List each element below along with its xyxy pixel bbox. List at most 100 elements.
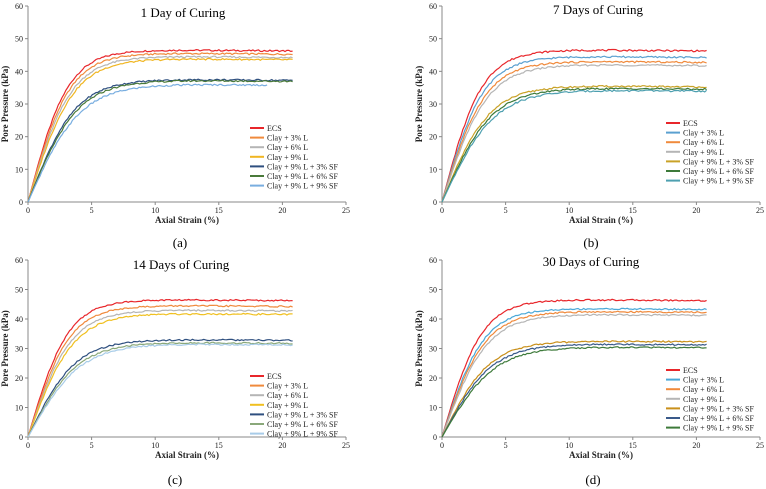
- x-tick-label: 25: [756, 206, 764, 215]
- x-tick-label: 5: [90, 441, 94, 450]
- legend-entry: Clay + 9% L + 9% SF: [267, 182, 339, 191]
- x-axis-label: Axial Strain (%): [569, 450, 633, 460]
- legend-entry: Clay + 9% L + 9% SF: [683, 424, 755, 433]
- legend-entry: ECS: [267, 372, 282, 381]
- y-tick-label: 20: [429, 374, 437, 383]
- legend-entry: Clay + 3% L: [267, 134, 308, 143]
- y-tick-label: 30: [15, 100, 23, 109]
- y-tick-label: 10: [429, 404, 437, 413]
- legend-entry: Clay + 9% L + 3% SF: [683, 157, 755, 166]
- series-line: [441, 48, 707, 203]
- series-line: [27, 338, 293, 438]
- series-line: [27, 78, 293, 203]
- y-tick-label: 10: [429, 165, 437, 174]
- panel-caption: (d): [585, 472, 600, 487]
- legend-entry: Clay + 9% L: [683, 395, 724, 404]
- legend-entry: ECS: [683, 119, 698, 128]
- y-tick-label: 50: [15, 35, 23, 44]
- legend-entry: Clay + 6% L: [683, 138, 724, 147]
- legend-entry: ECS: [267, 124, 282, 133]
- y-tick-label: 0: [19, 198, 23, 207]
- legend-entry: Clay + 3% L: [683, 376, 724, 385]
- series-line: [27, 83, 268, 203]
- chart-title: 7 Days of Curing: [553, 2, 643, 17]
- chart-panel-2: 7 Days of Curing 0 10 20 30 40 50 60 0 5 10 15 20 25 A…: [414, 2, 764, 250]
- y-tick-label: 40: [15, 315, 23, 324]
- series-line: [441, 87, 707, 203]
- y-tick-label: 40: [429, 315, 437, 324]
- legend-entry: Clay + 3% L: [683, 129, 724, 138]
- x-axis-label: Axial Strain (%): [155, 450, 219, 460]
- series-line: [27, 341, 293, 438]
- y-tick-label: 30: [429, 100, 437, 109]
- series-line: [27, 312, 293, 438]
- series-line: [441, 60, 707, 203]
- x-tick-label: 15: [215, 206, 223, 215]
- x-tick-label: 0: [26, 206, 30, 215]
- x-tick-label: 0: [440, 206, 444, 215]
- legend-entry: Clay + 9% L + 9% SF: [267, 430, 339, 439]
- series-line: [27, 304, 293, 438]
- panel-caption: (b): [583, 235, 598, 250]
- y-tick-label: 50: [429, 286, 437, 295]
- series-line: [441, 298, 707, 438]
- chart-panel-4: 30 Days of Curing 0 10 20 30 40 50 60 0 5 10 15 20 25…: [414, 254, 764, 487]
- legend-entry: Clay + 9% L + 6% SF: [267, 172, 339, 181]
- y-tick-label: 0: [19, 433, 23, 442]
- x-tick-label: 25: [342, 206, 350, 215]
- series-line: [27, 57, 293, 203]
- y-tick-label: 20: [15, 374, 23, 383]
- x-tick-label: 25: [342, 441, 350, 450]
- legend-entry: Clay + 9% L + 6% SF: [267, 420, 339, 429]
- y-axis-label: Pore Pressure (kPa): [414, 310, 424, 386]
- y-tick-label: 60: [15, 256, 23, 265]
- y-tick-label: 20: [15, 133, 23, 142]
- y-axis-label: Pore Pressure (kPa): [0, 310, 10, 386]
- series-line: [441, 346, 707, 438]
- y-tick-label: 50: [15, 286, 23, 295]
- legend-entry: Clay + 9% L + 9% SF: [683, 177, 755, 186]
- series-line: [27, 308, 293, 438]
- x-tick-label: 10: [565, 206, 573, 215]
- y-tick-label: 30: [15, 345, 23, 354]
- legend-entry: Clay + 9% L + 6% SF: [683, 167, 755, 176]
- series-line: [27, 298, 293, 438]
- x-tick-label: 15: [629, 206, 637, 215]
- legend-entry: Clay + 6% L: [267, 391, 308, 400]
- legend-entry: Clay + 9% L: [683, 148, 724, 157]
- series-line: [441, 63, 707, 203]
- y-tick-label: 20: [429, 133, 437, 142]
- x-tick-label: 10: [151, 441, 159, 450]
- chart-title: 14 Days of Curing: [133, 257, 230, 272]
- panel-caption: (a): [173, 235, 187, 250]
- legend-entry: Clay + 9% L + 3% SF: [267, 410, 339, 419]
- chart-panel-1: 1 Day of Curing 0 10 20 30 40 50 60 0 5 10 15 20 25 Ax…: [0, 2, 350, 250]
- y-tick-label: 60: [429, 2, 437, 11]
- series-line: [441, 55, 707, 203]
- legend-entry: Clay + 9% L + 3% SF: [683, 404, 755, 413]
- x-tick-label: 0: [440, 441, 444, 450]
- legend-entry: Clay + 6% L: [267, 143, 308, 152]
- x-tick-label: 5: [504, 206, 508, 215]
- series-line: [441, 89, 707, 203]
- legend-entry: Clay + 6% L: [683, 385, 724, 394]
- y-tick-label: 60: [15, 2, 23, 11]
- legend-entry: Clay + 3% L: [267, 382, 308, 391]
- y-tick-label: 40: [429, 67, 437, 76]
- x-tick-label: 20: [692, 206, 700, 215]
- series-line: [441, 342, 707, 438]
- chart-title: 30 Days of Curing: [543, 254, 640, 269]
- x-axis-label: Axial Strain (%): [569, 215, 633, 225]
- x-tick-label: 5: [90, 206, 94, 215]
- series-line: [27, 79, 293, 203]
- series-line: [441, 84, 707, 203]
- x-tick-label: 0: [26, 441, 30, 450]
- series-line: [441, 310, 707, 438]
- series-line: [27, 48, 293, 203]
- x-tick-label: 5: [504, 441, 508, 450]
- x-tick-label: 15: [215, 441, 223, 450]
